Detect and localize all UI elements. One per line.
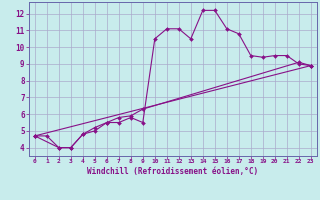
X-axis label: Windchill (Refroidissement éolien,°C): Windchill (Refroidissement éolien,°C) [87, 167, 258, 176]
